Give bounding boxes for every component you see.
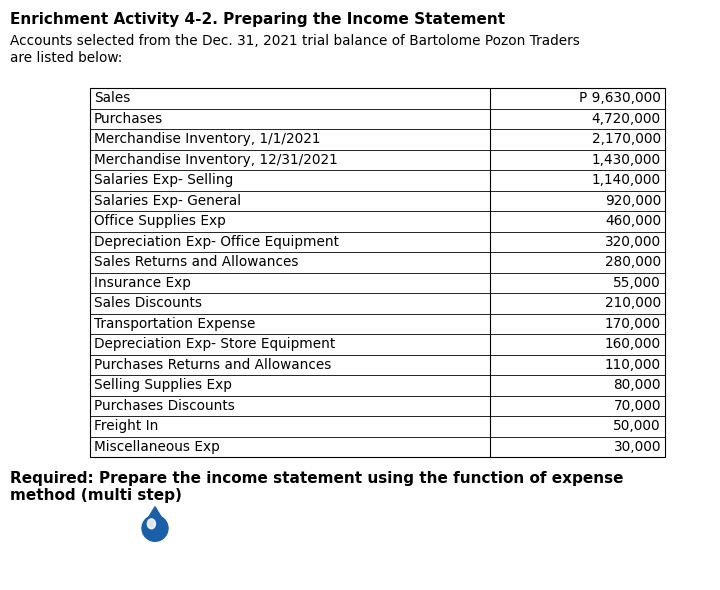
Text: method (multi step): method (multi step): [10, 488, 182, 503]
Text: 110,000: 110,000: [605, 358, 661, 372]
Polygon shape: [142, 515, 168, 541]
Text: 1,140,000: 1,140,000: [592, 173, 661, 187]
Text: Accounts selected from the Dec. 31, 2021 trial balance of Bartolome Pozon Trader: Accounts selected from the Dec. 31, 2021…: [10, 34, 580, 48]
Bar: [90, 88, 665, 457]
Text: 1,430,000: 1,430,000: [592, 153, 661, 167]
Text: 210,000: 210,000: [605, 296, 661, 310]
Text: Enrichment Activity 4-2. Preparing the Income Statement: Enrichment Activity 4-2. Preparing the I…: [10, 12, 505, 27]
Text: Salaries Exp- General: Salaries Exp- General: [94, 194, 241, 208]
Text: 80,000: 80,000: [613, 378, 661, 392]
Text: Transportation Expense: Transportation Expense: [94, 317, 256, 331]
Text: Selling Supplies Exp: Selling Supplies Exp: [94, 378, 232, 392]
Text: 170,000: 170,000: [605, 317, 661, 331]
Text: Sales Discounts: Sales Discounts: [94, 296, 202, 310]
Text: 2,170,000: 2,170,000: [592, 132, 661, 146]
Text: P 9,630,000: P 9,630,000: [579, 91, 661, 105]
Text: Salaries Exp- Selling: Salaries Exp- Selling: [94, 173, 233, 187]
Text: Sales Returns and Allowances: Sales Returns and Allowances: [94, 255, 299, 269]
Text: Depreciation Exp- Office Equipment: Depreciation Exp- Office Equipment: [94, 235, 339, 249]
Text: Merchandise Inventory, 12/31/2021: Merchandise Inventory, 12/31/2021: [94, 153, 338, 167]
Text: 30,000: 30,000: [613, 440, 661, 454]
Text: 460,000: 460,000: [605, 214, 661, 228]
Text: 320,000: 320,000: [605, 235, 661, 249]
Text: Depreciation Exp- Store Equipment: Depreciation Exp- Store Equipment: [94, 337, 336, 351]
Ellipse shape: [148, 519, 156, 529]
Text: Purchases: Purchases: [94, 112, 163, 126]
Text: Miscellaneous Exp: Miscellaneous Exp: [94, 440, 220, 454]
Text: Required: Prepare the income statement using the function of expense: Required: Prepare the income statement u…: [10, 471, 624, 486]
Text: Insurance Exp: Insurance Exp: [94, 276, 191, 290]
Text: Purchases Returns and Allowances: Purchases Returns and Allowances: [94, 358, 331, 372]
Text: 50,000: 50,000: [613, 419, 661, 433]
Text: 160,000: 160,000: [605, 337, 661, 351]
Text: Office Supplies Exp: Office Supplies Exp: [94, 214, 226, 228]
Text: 280,000: 280,000: [605, 255, 661, 269]
Text: 920,000: 920,000: [605, 194, 661, 208]
Text: Freight In: Freight In: [94, 419, 158, 433]
Text: are listed below:: are listed below:: [10, 51, 122, 65]
Text: 4,720,000: 4,720,000: [592, 112, 661, 126]
Text: Merchandise Inventory, 1/1/2021: Merchandise Inventory, 1/1/2021: [94, 132, 320, 146]
Polygon shape: [142, 507, 168, 528]
Text: 55,000: 55,000: [613, 276, 661, 290]
Text: 70,000: 70,000: [613, 399, 661, 413]
Text: Sales: Sales: [94, 91, 130, 105]
Text: Purchases Discounts: Purchases Discounts: [94, 399, 235, 413]
